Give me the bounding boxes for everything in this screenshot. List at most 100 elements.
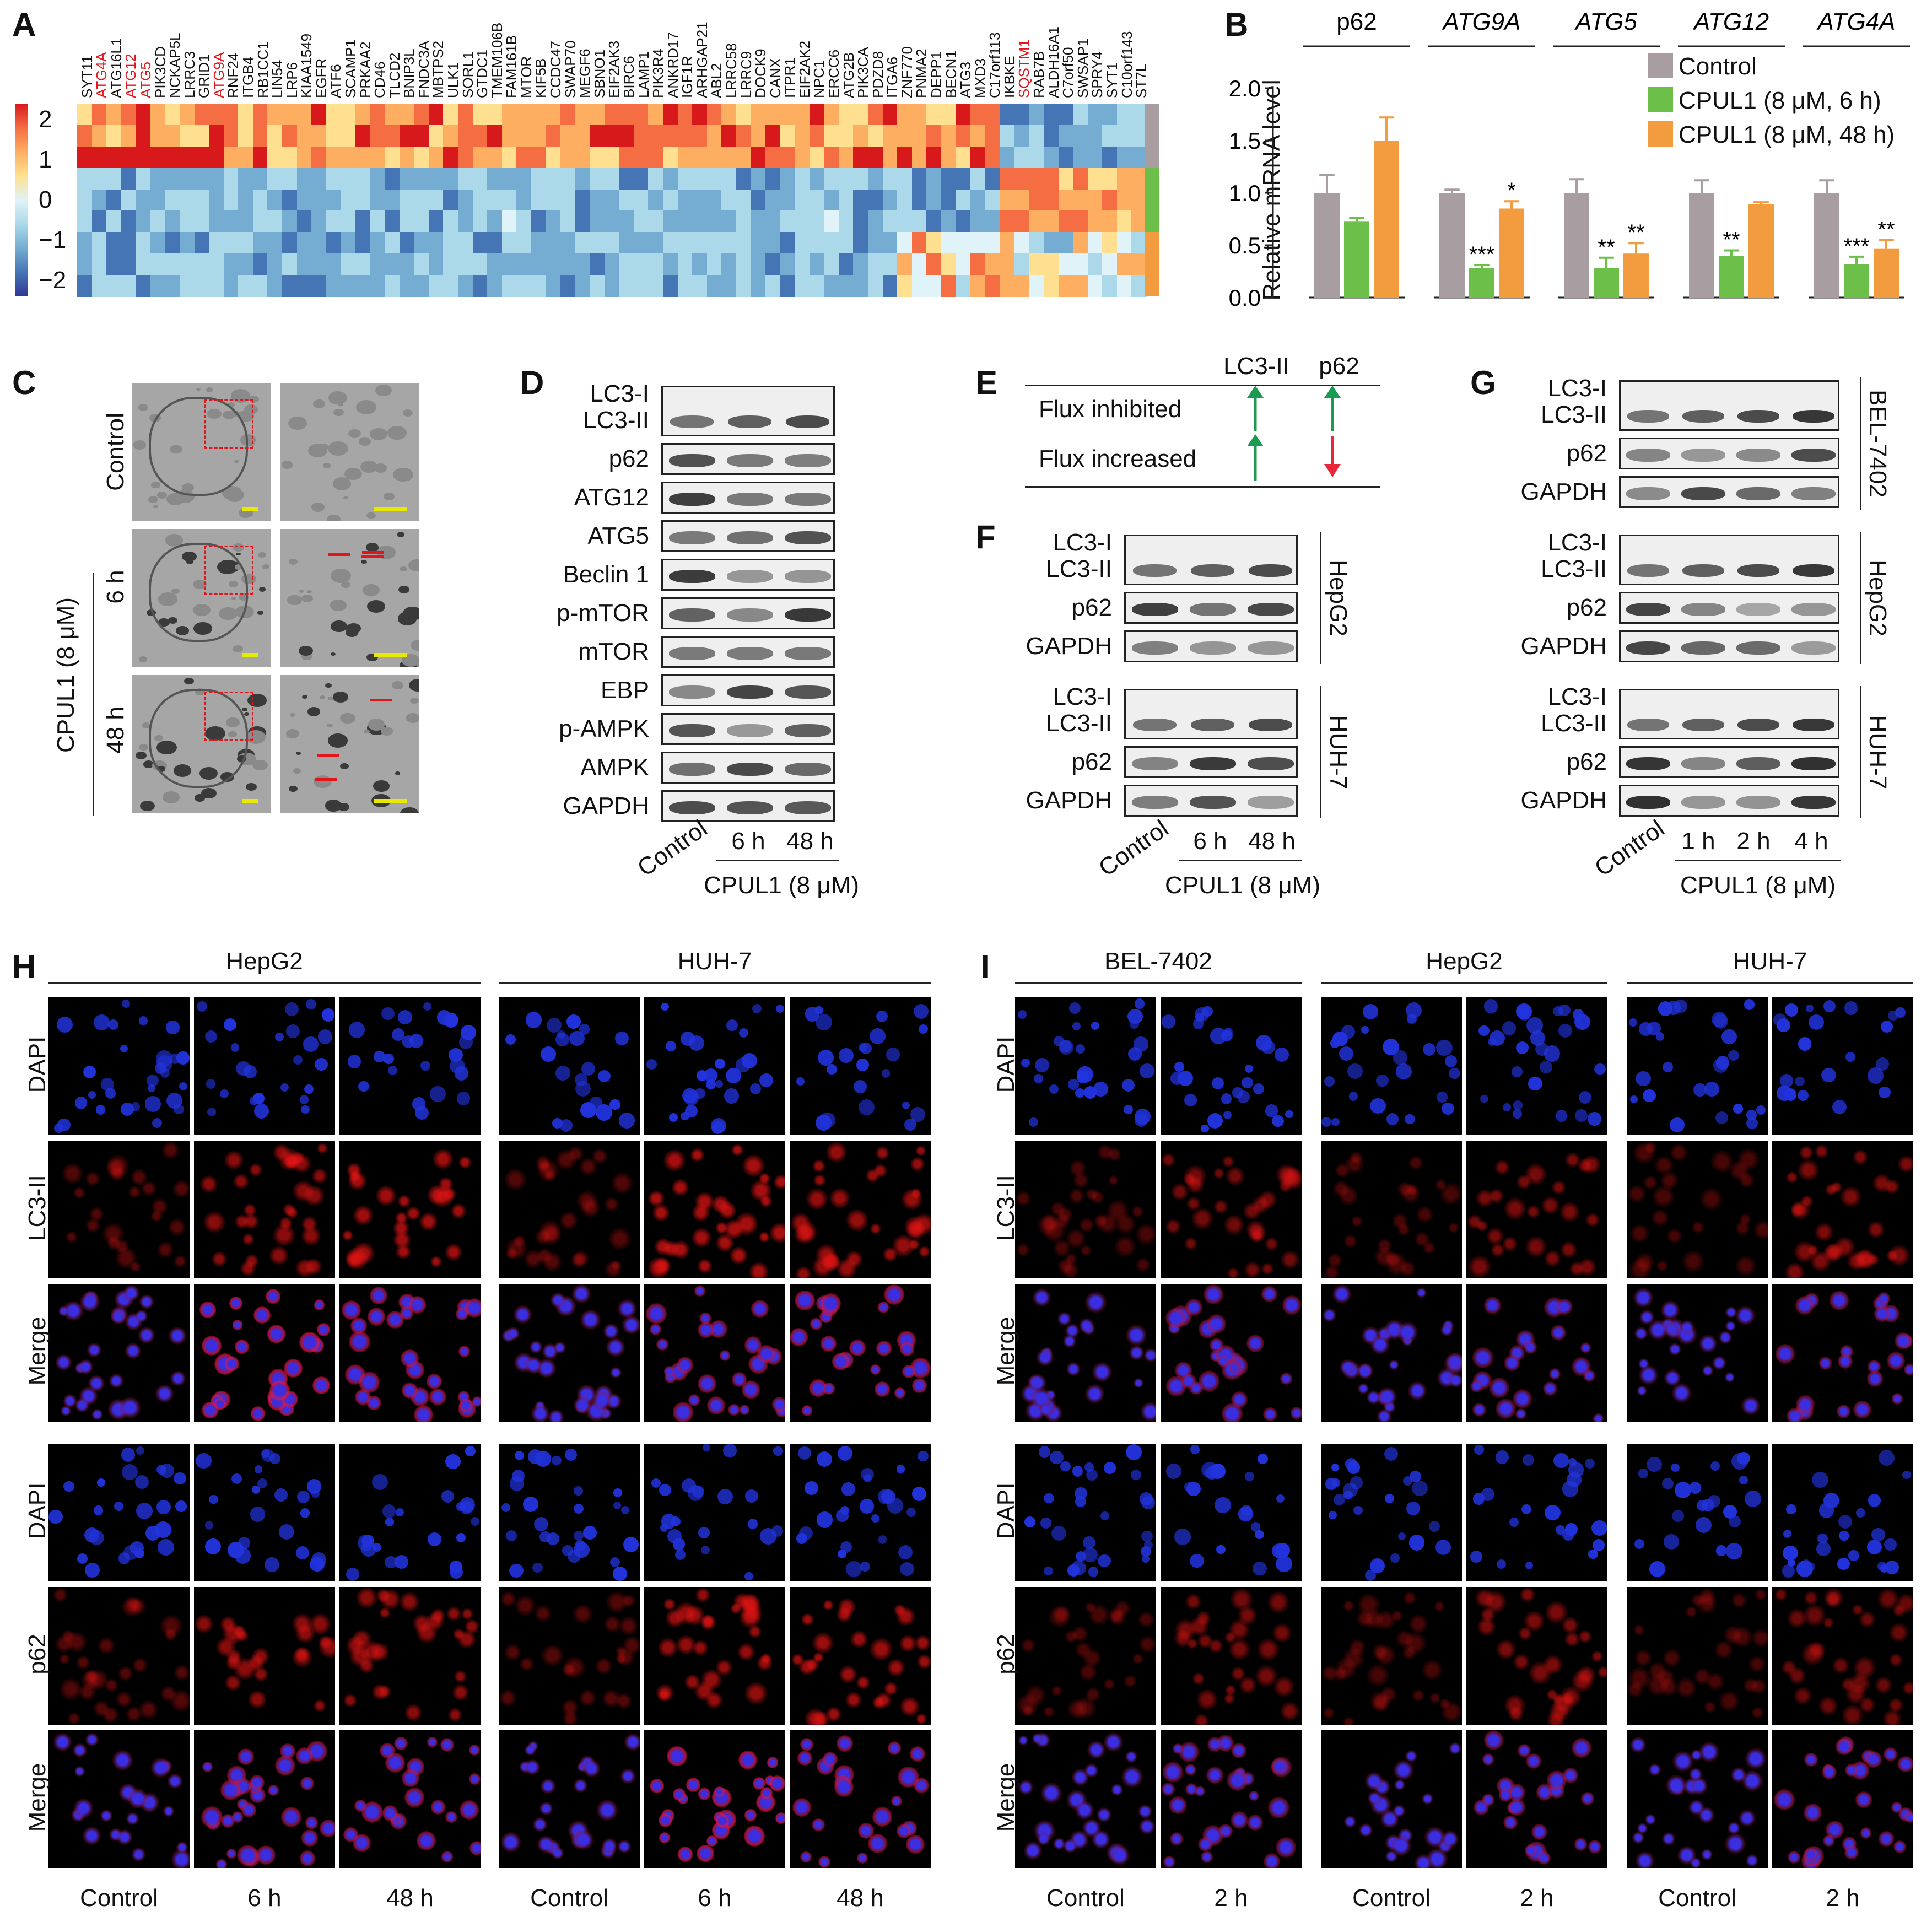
band [1793,409,1834,423]
nucleus [1024,1516,1035,1528]
merge-signal [112,1750,133,1771]
band [1248,718,1293,731]
organelle [331,652,336,656]
heatmap [77,104,1152,297]
nucleus [1072,1466,1083,1477]
micrograph [1321,1730,1462,1868]
band [1791,603,1836,616]
header-line [48,982,481,984]
nucleus [860,1042,872,1054]
nucleus [1588,1112,1601,1126]
nucleus [744,1489,759,1503]
red-signal [370,1643,390,1661]
red-signal [562,1662,576,1677]
nucleus [1245,1064,1254,1073]
band [1626,487,1670,500]
heatmap-cell [252,232,268,254]
merge-signal [790,1328,808,1346]
band [784,724,831,737]
red-signal [1564,1632,1580,1647]
heatmap-cell [180,146,195,169]
merge-signal [312,1376,331,1395]
band [1247,757,1294,770]
micrograph [790,1444,931,1581]
micrograph [1015,1444,1156,1581]
micrograph [1161,1444,1302,1581]
nucleus [1369,1098,1386,1114]
red-signal [1666,1228,1682,1244]
nucleus [1436,1039,1453,1056]
heatmap-cell [91,146,107,169]
merge-signal [739,1405,750,1415]
micrograph [1627,1141,1768,1278]
nucleus [460,1500,473,1514]
merge-signal [1556,1298,1573,1315]
red-signal [1132,1653,1143,1665]
red-signal [419,1212,438,1232]
merge-signal [1879,1831,1895,1847]
nucleus [534,1517,549,1532]
heatmap-cell [77,275,93,297]
merge-signal [900,1341,915,1356]
heatmap-cell [238,168,253,190]
merge-signal [1162,1762,1183,1783]
nucleus [107,1019,119,1030]
heatmap-cell [296,275,312,297]
nucleus [1428,1520,1440,1532]
nucleus [1361,1026,1369,1034]
merge-signal [55,1354,72,1370]
merge-signal [834,1777,854,1797]
nucleus [557,1030,565,1039]
red-signal [1097,1144,1113,1160]
red-signal [1520,1587,1535,1602]
heatmap-cell [180,210,195,233]
merge-signal [744,1825,765,1847]
heatmap-cell [252,253,268,276]
merge-signal [554,1341,566,1353]
red-signal [917,1654,931,1669]
nucleus [760,1528,777,1545]
band [668,570,715,583]
red-signal [1441,1700,1462,1723]
organelle [313,775,332,789]
nucleus [206,1079,216,1089]
row-label: LC3-II [1541,401,1607,428]
red-signal [342,1229,353,1241]
micrograph [1772,1284,1913,1422]
heatmap-cell [428,125,444,147]
red-signal [1213,1168,1224,1179]
red-signal [1069,1159,1087,1178]
band [726,647,773,660]
heatmap-cell [399,189,414,212]
heatmap-cell [180,168,195,190]
blot-strip [661,520,835,552]
merge-signal [1393,1805,1406,1817]
red-signal [1700,1187,1723,1211]
micrograph [1627,1284,1768,1422]
cell-line-label: HepG2 [1864,559,1891,636]
nucleus [296,1490,310,1504]
merge-signal [1725,1833,1746,1854]
merge-signal [1903,1363,1913,1375]
nucleus [1334,1494,1345,1506]
red-signal [910,1187,922,1199]
red-signal [576,1190,598,1212]
heatmap-cell [414,275,429,297]
band [1627,718,1669,731]
merge-signal [1698,1741,1719,1762]
nucleus [1449,1067,1460,1079]
heatmap-cell [414,146,429,169]
nucleus [1257,1453,1269,1465]
nucleus [1393,1050,1407,1065]
row-label-48h: 48 h [102,706,129,754]
red-signal [1078,1663,1097,1682]
heatmap-cell [106,104,122,126]
nucleus [83,1065,96,1079]
merge-signal [810,1318,822,1330]
red-signal [343,1693,357,1708]
nucleus [97,1478,105,1487]
red-signal [1280,1250,1299,1270]
red-signal [248,1690,267,1709]
nucleus [1223,1110,1232,1120]
nucleus [838,1048,854,1063]
